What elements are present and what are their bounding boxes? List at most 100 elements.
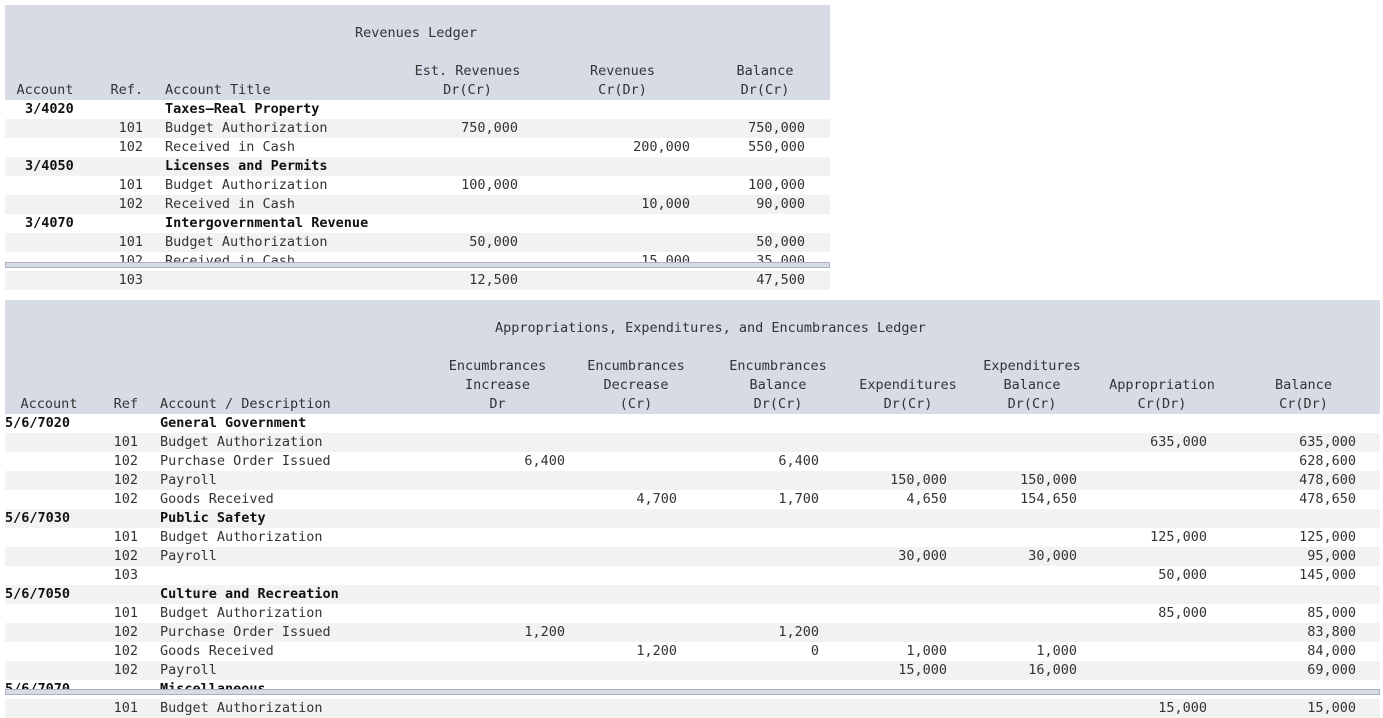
enc-increase-cell	[430, 661, 565, 680]
cell-spacer	[138, 452, 160, 471]
header-spacer	[138, 395, 160, 414]
header-account-description: Account / Description	[160, 395, 430, 414]
header-revenues-line2: Cr(Dr)	[545, 81, 700, 100]
exp-balance-cell	[967, 433, 1097, 452]
enc-balance-cell: 6,400	[707, 452, 849, 471]
revenues-cell	[545, 100, 700, 119]
enc-balance-cell: 1,700	[707, 490, 849, 509]
header-expenditures-l2: Expenditures	[849, 376, 967, 395]
header-revenues-line1: Revenues	[545, 62, 700, 81]
exp-balance-cell	[967, 566, 1097, 585]
balance-cell	[700, 100, 831, 119]
exp-balance-cell: 30,000	[967, 547, 1097, 566]
appropriations-ledger-scrollbar[interactable]	[5, 689, 1380, 695]
account-code	[5, 271, 85, 290]
exp-balance-cell	[967, 528, 1097, 547]
cell-spacer	[143, 214, 165, 233]
appropriation-cell	[1097, 547, 1227, 566]
enc-increase-cell	[430, 471, 565, 490]
header-enc-decrease-l1: Encumbrances	[565, 357, 707, 376]
exp-balance-cell	[967, 699, 1097, 718]
account-code	[5, 471, 93, 490]
table-row: 3/4050 Licenses and Permits	[5, 157, 831, 176]
account-code	[5, 528, 93, 547]
header-enc-increase-l1: Encumbrances	[430, 357, 565, 376]
table-row: 5/6/7030 Public Safety	[5, 509, 1381, 528]
revenues-cell	[545, 214, 700, 233]
cell-spacer	[143, 119, 165, 138]
table-row: 101 Budget Authorization 15,000 15,000	[5, 699, 1381, 718]
balance-cell	[1227, 414, 1381, 433]
table-row: 102 Payroll 15,000 16,000 69,000	[5, 661, 1381, 680]
enc-balance-cell	[707, 585, 849, 604]
ref-cell: 101	[85, 119, 143, 138]
account-code	[5, 623, 93, 642]
account-code	[5, 452, 93, 471]
header-spacer	[5, 62, 85, 81]
enc-balance-cell	[707, 528, 849, 547]
balance-cell: 50,000	[700, 233, 831, 252]
balance-cell: 550,000	[700, 138, 831, 157]
exp-balance-cell	[967, 414, 1097, 433]
header-spacer	[85, 62, 143, 81]
ref-cell: 102	[93, 490, 138, 509]
expenditures-cell	[849, 452, 967, 471]
balance-cell: 15,000	[1227, 699, 1381, 718]
expenditures-cell	[849, 566, 967, 585]
expenditures-cell	[849, 604, 967, 623]
account-description: Payroll	[160, 661, 430, 680]
header-spacer	[5, 376, 93, 395]
enc-increase-cell	[430, 547, 565, 566]
enc-increase-cell	[430, 414, 565, 433]
cell-spacer	[138, 566, 160, 585]
header-spacer	[138, 357, 160, 376]
enc-decrease-cell	[565, 433, 707, 452]
ref-cell	[85, 100, 143, 119]
header-spacer	[160, 376, 430, 395]
enc-increase-cell	[430, 699, 565, 718]
est-revenues-cell	[390, 157, 545, 176]
account-description: Culture and Recreation	[160, 585, 430, 604]
expenditures-cell: 150,000	[849, 471, 967, 490]
account-code	[5, 642, 93, 661]
enc-balance-cell: 1,200	[707, 623, 849, 642]
ref-cell	[85, 214, 143, 233]
table-row: 102 Received in Cash 200,000 550,000	[5, 138, 831, 157]
revenues-ledger-scrollbar[interactable]	[5, 262, 830, 268]
revenues-cell	[545, 233, 700, 252]
table-row: 102 Purchase Order Issued 6,400 6,400 628,60…	[5, 452, 1381, 471]
balance-cell: 635,000	[1227, 433, 1381, 452]
account-code: 5/6/7050	[5, 585, 93, 604]
ref-cell: 101	[93, 433, 138, 452]
account-code	[5, 119, 85, 138]
expenditures-cell	[849, 528, 967, 547]
enc-balance-cell	[707, 414, 849, 433]
table-row: 5/6/7050 Culture and Recreation	[5, 585, 1381, 604]
caption-pad-left	[5, 300, 430, 357]
appropriation-cell	[1097, 509, 1227, 528]
revenues-ledger-caption: Revenues Ledger	[355, 25, 477, 41]
est-revenues-cell	[390, 138, 545, 157]
account-description: Budget Authorization	[160, 433, 430, 452]
appropriations-ledger-caption-cell: Appropriations, Expenditures, and Encumb…	[430, 300, 1381, 357]
header-exp-balance-l1: Expenditures	[967, 357, 1097, 376]
appropriations-ledger-caption: Appropriations, Expenditures, and Encumb…	[495, 320, 926, 336]
ref-cell: 102	[93, 547, 138, 566]
account-description: Budget Authorization	[160, 604, 430, 623]
revenues-ledger-body: 3/4020 Taxes—Real Property 101 Budget Autho…	[5, 100, 831, 290]
ref-cell	[93, 509, 138, 528]
account-title: Intergovernmental Revenue	[165, 214, 390, 233]
header-spacer	[5, 357, 93, 376]
enc-decrease-cell	[565, 452, 707, 471]
cell-spacer	[138, 623, 160, 642]
exp-balance-cell	[967, 509, 1097, 528]
appropriations-ledger-body: 5/6/7020 General Government 101 Budget Auth…	[5, 414, 1381, 718]
ref-cell: 102	[93, 471, 138, 490]
ref-cell: 103	[93, 566, 138, 585]
ref-cell: 102	[93, 452, 138, 471]
header-spacer	[138, 376, 160, 395]
header-spacer	[165, 62, 390, 81]
account-description: Payroll	[160, 547, 430, 566]
exp-balance-cell	[967, 623, 1097, 642]
header-balance-l1	[1227, 357, 1381, 376]
